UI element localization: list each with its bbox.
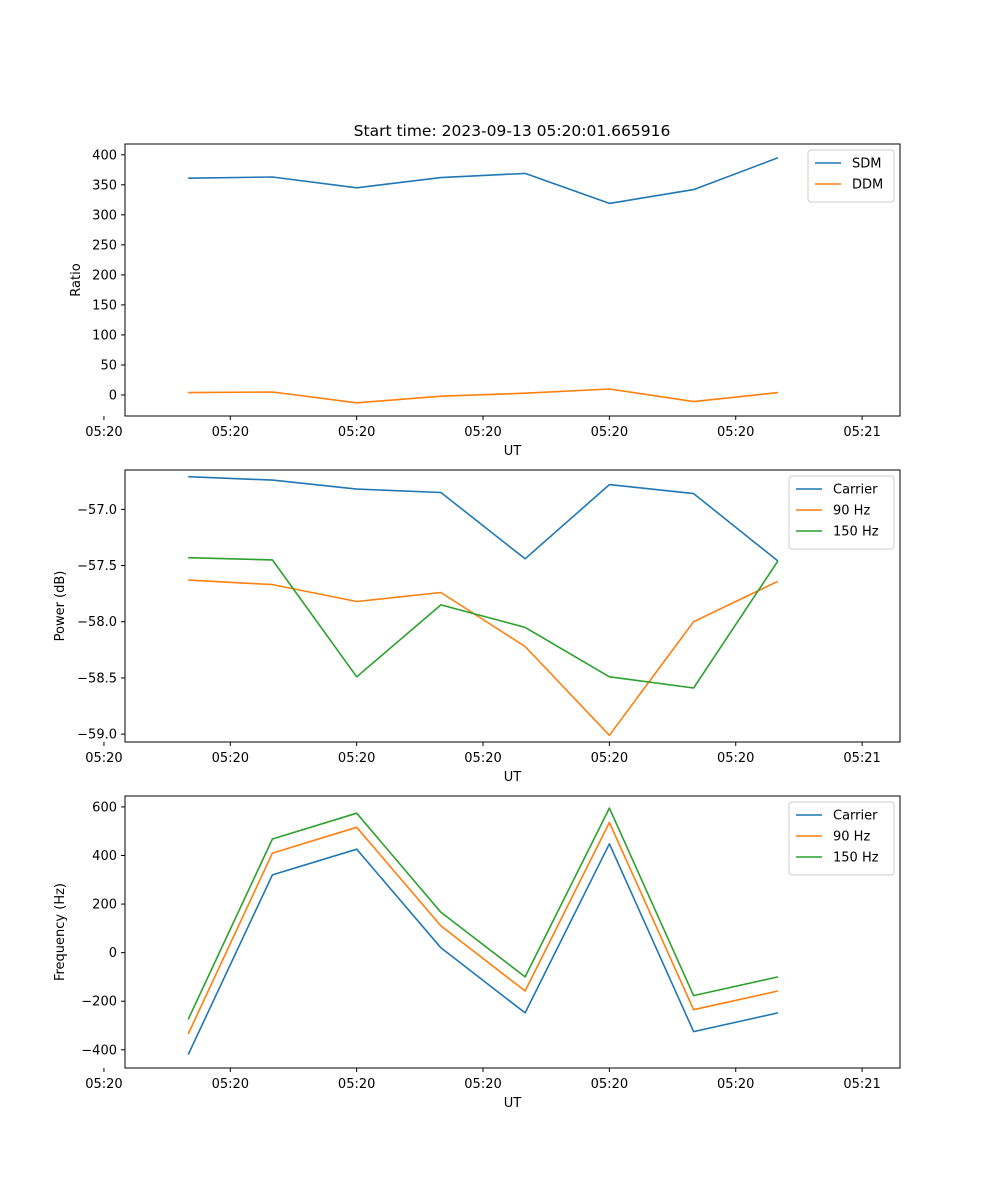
y-tick-label: 400	[92, 849, 117, 864]
x-tick-label: 05:20	[717, 425, 754, 440]
x-tick-label: 05:20	[717, 1077, 754, 1092]
series-line-carrier	[187, 842, 779, 1055]
y-tick-label: −58.0	[77, 615, 117, 630]
y-tick-label: −57.0	[77, 503, 117, 518]
legend-label: 90 Hz	[833, 830, 870, 845]
legend-label: 150 Hz	[833, 525, 879, 540]
y-tick-label: 50	[100, 358, 117, 373]
y-tick-label: −400	[81, 1043, 117, 1058]
x-tick-label: 05:20	[464, 751, 501, 766]
y-tick-label: 250	[92, 238, 117, 253]
x-axis-label: UT	[504, 770, 522, 785]
x-tick-label: 05:20	[338, 1077, 375, 1092]
x-tick-label: 05:20	[591, 751, 628, 766]
legend: Carrier 90 Hz 150 Hz	[788, 475, 895, 550]
axes-frame	[124, 795, 901, 1069]
x-tick-label: 05:20	[212, 751, 249, 766]
x-tick-label: 05:20	[85, 751, 122, 766]
axes-frame	[124, 143, 901, 417]
x-tick-label: 05:20	[464, 425, 501, 440]
y-tick-label: 350	[92, 178, 117, 193]
series-line-90-hz	[188, 579, 779, 737]
legend-label: 90 Hz	[833, 504, 870, 519]
x-tick-label: 05:20	[85, 425, 122, 440]
y-tick-label: −57.5	[77, 559, 117, 574]
series-line-sdm	[188, 157, 779, 205]
y-tick-label: 400	[92, 148, 117, 163]
legend-label: Carrier	[833, 483, 878, 498]
y-tick-label: 0	[109, 388, 117, 403]
y-tick-label: 100	[92, 328, 117, 343]
x-tick-label: 05:20	[212, 425, 249, 440]
x-tick-label: 05:20	[591, 1077, 628, 1092]
series-line-ddm	[188, 388, 778, 404]
y-tick-label: 200	[92, 268, 117, 283]
y-tick-label: 200	[92, 898, 117, 913]
x-axis-label: UT	[504, 444, 522, 459]
x-tick-label: 05:21	[843, 751, 880, 766]
x-tick-label: 05:21	[843, 1077, 880, 1092]
y-tick-label: 0	[109, 946, 117, 961]
x-tick-label: 05:20	[591, 425, 628, 440]
legend-label: Carrier	[833, 809, 878, 824]
series-line-150-hz	[188, 556, 779, 689]
series-line-carrier	[188, 475, 779, 562]
legend-label: 150 Hz	[833, 851, 879, 866]
panel-2: 05:20 05:20 05:20 05:20 05:20 05:20 05:21 −59.0…	[53, 469, 901, 785]
x-tick-label: 05:21	[843, 425, 880, 440]
x-axis-label: UT	[504, 1096, 522, 1111]
x-tick-label: 05:20	[338, 751, 375, 766]
y-tick-label: 600	[92, 800, 117, 815]
y-tick-label: 300	[92, 208, 117, 223]
panel-1: 05:20 05:20 05:20 05:20 05:20 05:20 05:21 0 50 10…	[69, 143, 901, 459]
y-axis-label: Frequency (Hz)	[53, 883, 68, 981]
x-tick-label: 05:20	[212, 1077, 249, 1092]
x-tick-label: 05:20	[464, 1077, 501, 1092]
x-tick-label: 05:20	[338, 425, 375, 440]
legend-label: SDM	[852, 157, 881, 172]
panel-3: 05:20 05:20 05:20 05:20 05:20 05:20 05:21 −400 −…	[53, 795, 901, 1111]
legend: Carrier 90 Hz 150 Hz	[788, 801, 895, 876]
series-line-150-hz	[187, 807, 779, 1020]
y-tick-label: −58.5	[77, 671, 117, 686]
x-tick-label: 05:20	[717, 751, 754, 766]
y-tick-label: 150	[92, 298, 117, 313]
y-tick-label: −59.0	[77, 728, 117, 743]
x-tick-label: 05:20	[85, 1077, 122, 1092]
series-line-90-hz	[187, 821, 779, 1035]
legend: SDM DDM	[807, 149, 895, 203]
figure-title: Start time: 2023-09-13 05:20:01.665916	[354, 122, 671, 140]
y-axis-label: Power (dB)	[53, 571, 68, 642]
axes-frame	[124, 469, 901, 743]
legend-label: DDM	[852, 178, 883, 193]
y-tick-label: −200	[81, 995, 117, 1010]
y-axis-label: Ratio	[69, 263, 84, 296]
